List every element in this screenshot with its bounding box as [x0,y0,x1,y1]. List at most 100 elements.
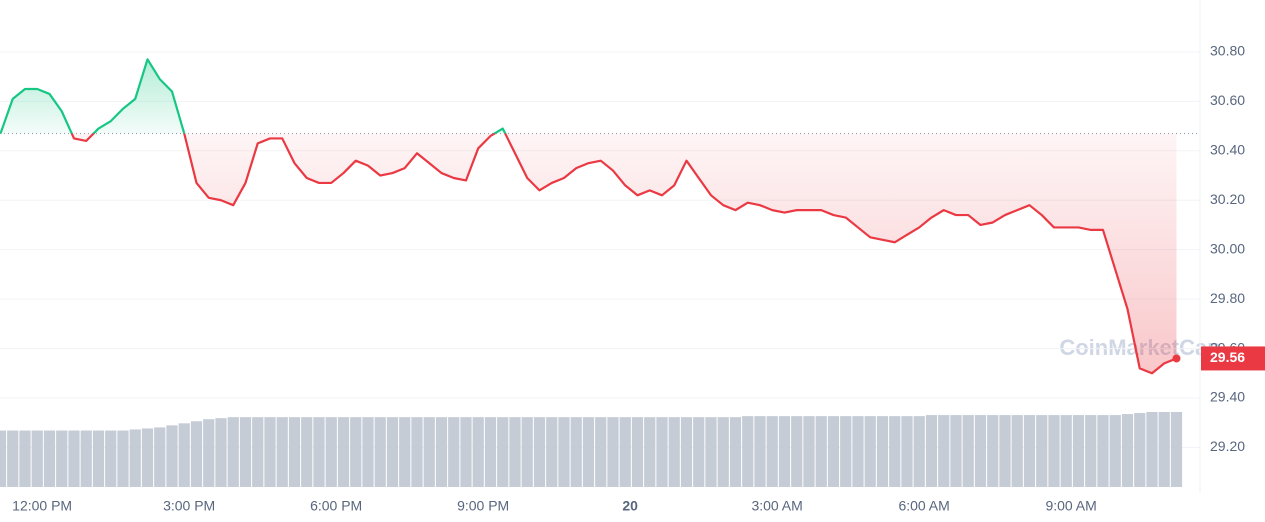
volume-bar [729,417,742,487]
x-tick-label: 6:00 AM [898,498,949,514]
volume-bar [595,417,607,487]
volume-bar [546,417,558,487]
volume-bar [717,417,729,487]
volume-bar [129,429,141,487]
volume-bar [7,430,19,487]
volume-bar [705,417,717,487]
volume-bar [644,417,656,487]
volume-bar [889,416,901,487]
volume-bar [288,417,301,487]
volume-bar [239,417,252,487]
volume-bar [264,417,276,487]
volume-bar [19,430,31,487]
volume-bar [999,415,1011,487]
volume-bar [925,415,938,487]
volume-bar [962,415,974,487]
volume-bar [631,417,644,487]
y-tick-label: 29.80 [1210,290,1245,306]
volume-bar [484,417,497,487]
volume-bar [362,417,374,487]
y-tick-label: 30.20 [1210,191,1245,207]
volume-bar [105,430,117,487]
volume-bar [117,430,129,487]
volume-bar [386,417,399,487]
volume-bar [533,417,546,487]
x-tick-label: 20 [622,498,638,514]
volume-bar [313,417,325,487]
volume-bar [558,417,570,487]
volume-bar [203,419,215,487]
volume-bar [399,417,411,487]
volume-bar [178,423,190,487]
volume-bar [619,417,631,487]
volume-bar [56,430,68,487]
volume-bar [1170,412,1183,487]
volume-bar [154,427,166,487]
volume-bar [1158,412,1170,487]
volume-bar [423,417,435,487]
volume-bar [668,417,680,487]
volume-bar [215,418,227,487]
volume-bar [950,415,962,487]
volume-bar [1085,415,1097,487]
volume-bar [570,417,582,487]
volume-bar [1023,415,1036,487]
volume-bar [0,430,7,487]
x-tick-label: 6:00 PM [310,498,362,514]
volume-bar [497,417,509,487]
volume-bar [901,416,913,487]
volume-bar [852,416,864,487]
x-tick-label: 12:00 PM [12,498,72,514]
volume-bar [840,416,852,487]
volume-bar [876,416,889,487]
volume-bar [754,416,766,487]
volume-bar [803,416,815,487]
volume-bar [582,417,595,487]
volume-bar [68,430,80,487]
y-tick-label: 30.80 [1210,43,1245,59]
x-tick-label: 3:00 AM [751,498,802,514]
volume-bar [607,417,619,487]
volume-bar [43,430,56,487]
volume-bar [350,417,362,487]
volume-bar [448,417,460,487]
volume-bar [1011,415,1023,487]
price-line [0,58,1177,375]
volume-bar [791,416,803,487]
y-tick-label: 30.00 [1210,240,1245,256]
last-point [1172,354,1181,363]
volume-bar [938,415,950,487]
price-tag-label: 29.56 [1210,349,1245,365]
volume-bar [325,417,337,487]
x-tick-label: 9:00 PM [457,498,509,514]
volume-bar [435,417,448,487]
volume-bar [411,417,423,487]
volume-bar [374,417,386,487]
price-tag [1201,346,1265,371]
volume-bar [693,417,705,487]
volume-bar [680,417,693,487]
volume-bar [521,417,533,487]
volume-bar [276,417,288,487]
volume-bar [166,425,178,487]
volume-bar [766,416,778,487]
volume-bar [778,416,791,487]
volume-bar [815,416,827,487]
volume-bar [1146,412,1158,487]
area-fill [0,59,1177,374]
volume-bar [656,417,668,487]
y-tick-label: 29.40 [1210,389,1245,405]
volume-bar [472,417,484,487]
volume-bar [190,421,203,487]
volume-bar [460,417,472,487]
y-tick-label: 29.20 [1210,438,1245,454]
volume-bar [92,430,105,487]
volume-bar [827,416,840,487]
volume-bar [337,417,350,487]
volume-bar [1072,415,1085,487]
volume-bar [301,417,313,487]
y-tick-label: 30.60 [1210,92,1245,108]
volume-bar [1048,415,1060,487]
volume-bar [227,417,239,487]
